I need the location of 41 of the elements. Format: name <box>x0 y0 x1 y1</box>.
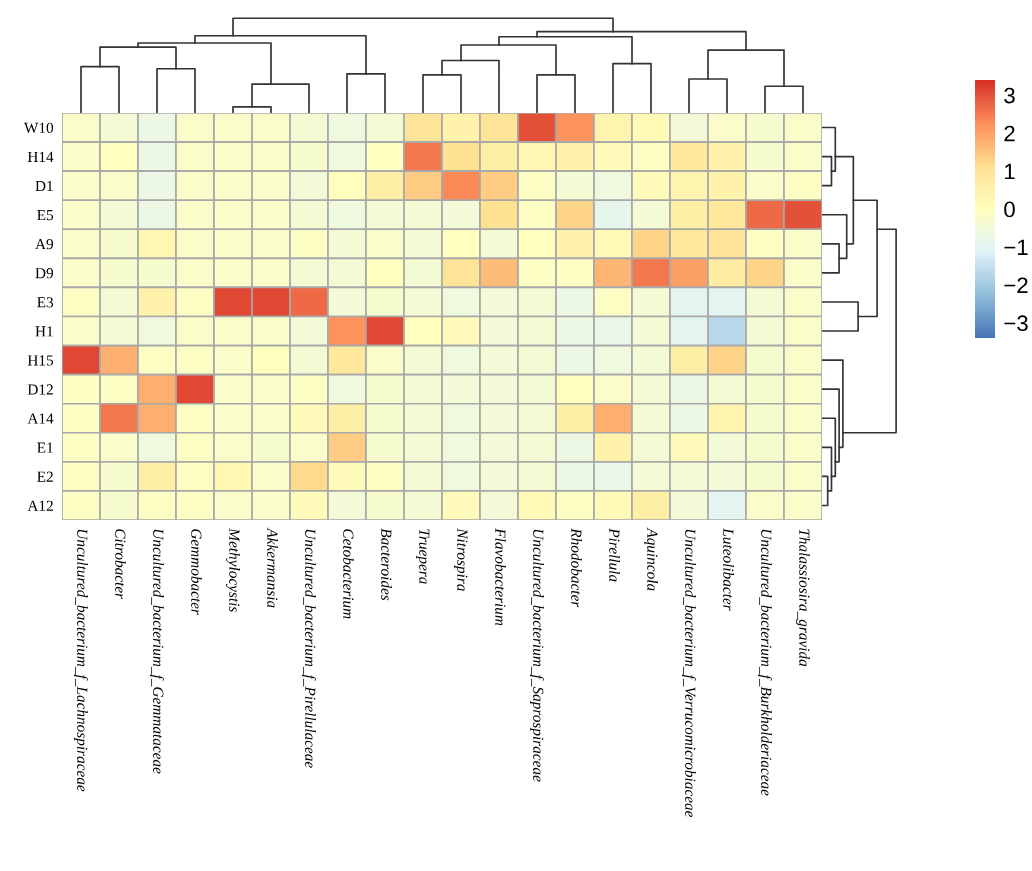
color-bar-label: −3 <box>1004 315 1028 332</box>
y-tick-label: A9 <box>35 239 54 250</box>
y-tick-label: W10 <box>23 122 54 134</box>
y-tick-label: H15 <box>27 355 54 366</box>
y-tick-label: A12 <box>27 500 53 511</box>
color-bar-label: 1 <box>1005 163 1015 180</box>
x-tick-label: Methylocystis <box>226 528 240 612</box>
x-tick-label: Pirellula <box>609 528 620 582</box>
x-tick-label: Gemmobacter <box>191 529 202 615</box>
y-tick-label: D12 <box>27 384 53 395</box>
color-bar-label: 0 <box>1004 201 1015 218</box>
color-bar-label: 2 <box>1004 125 1015 142</box>
y-tick-label: E2 <box>37 471 53 482</box>
x-tick-label: Akkermansia <box>267 527 278 608</box>
x-tick-label: Flavobacterium <box>495 528 506 626</box>
x-tick-label: Bacteroides <box>381 528 392 601</box>
x-tick-label: Uncultured_bacterium_f_Pirellulaceae <box>301 529 317 768</box>
x-tick-label: Uncultured_bacterium_f_Gemmataceae <box>149 529 165 774</box>
y-tick-label: D9 <box>35 268 54 279</box>
x-tick-label: Nitrospira <box>454 528 468 591</box>
x-tick-label: Citrobacter <box>115 529 126 600</box>
y-tick-label: H1 <box>35 326 53 337</box>
x-tick-label: Thalassiosira_gravida <box>796 529 810 667</box>
x-tick-label: Truepera <box>416 529 430 584</box>
x-tick-label: Luteolibacter <box>723 528 734 611</box>
y-tick-label: E1 <box>37 442 53 453</box>
x-tick-label: Uncultured_bacterium_f_Lachnospiraceae <box>73 529 89 792</box>
x-tick-label: Uncultured_bacterium_f_Verrucomicrobiaceae <box>681 529 697 818</box>
y-tick-label: H14 <box>27 151 54 162</box>
y-tick-label: E5 <box>37 210 54 221</box>
x-tick-label: Uncultured_bacterium_f_Burkholderiaceae <box>757 529 773 796</box>
x-tick-label: Uncultured_bacterium_f_Saprospiraceae <box>529 529 545 782</box>
y-tick-label: D1 <box>35 180 53 192</box>
color-bar-label: 3 <box>1004 87 1015 104</box>
x-tick-label: Cetobacterium <box>343 529 354 619</box>
color-bar-label: −1 <box>1004 239 1028 255</box>
x-tick-label: Rhodobacter <box>571 528 582 608</box>
x-tick-label: Aquincola <box>644 527 658 591</box>
y-tick-label: E3 <box>37 297 54 308</box>
y-tick-label: A14 <box>27 413 54 424</box>
color-bar-label: −2 <box>1004 277 1028 293</box>
